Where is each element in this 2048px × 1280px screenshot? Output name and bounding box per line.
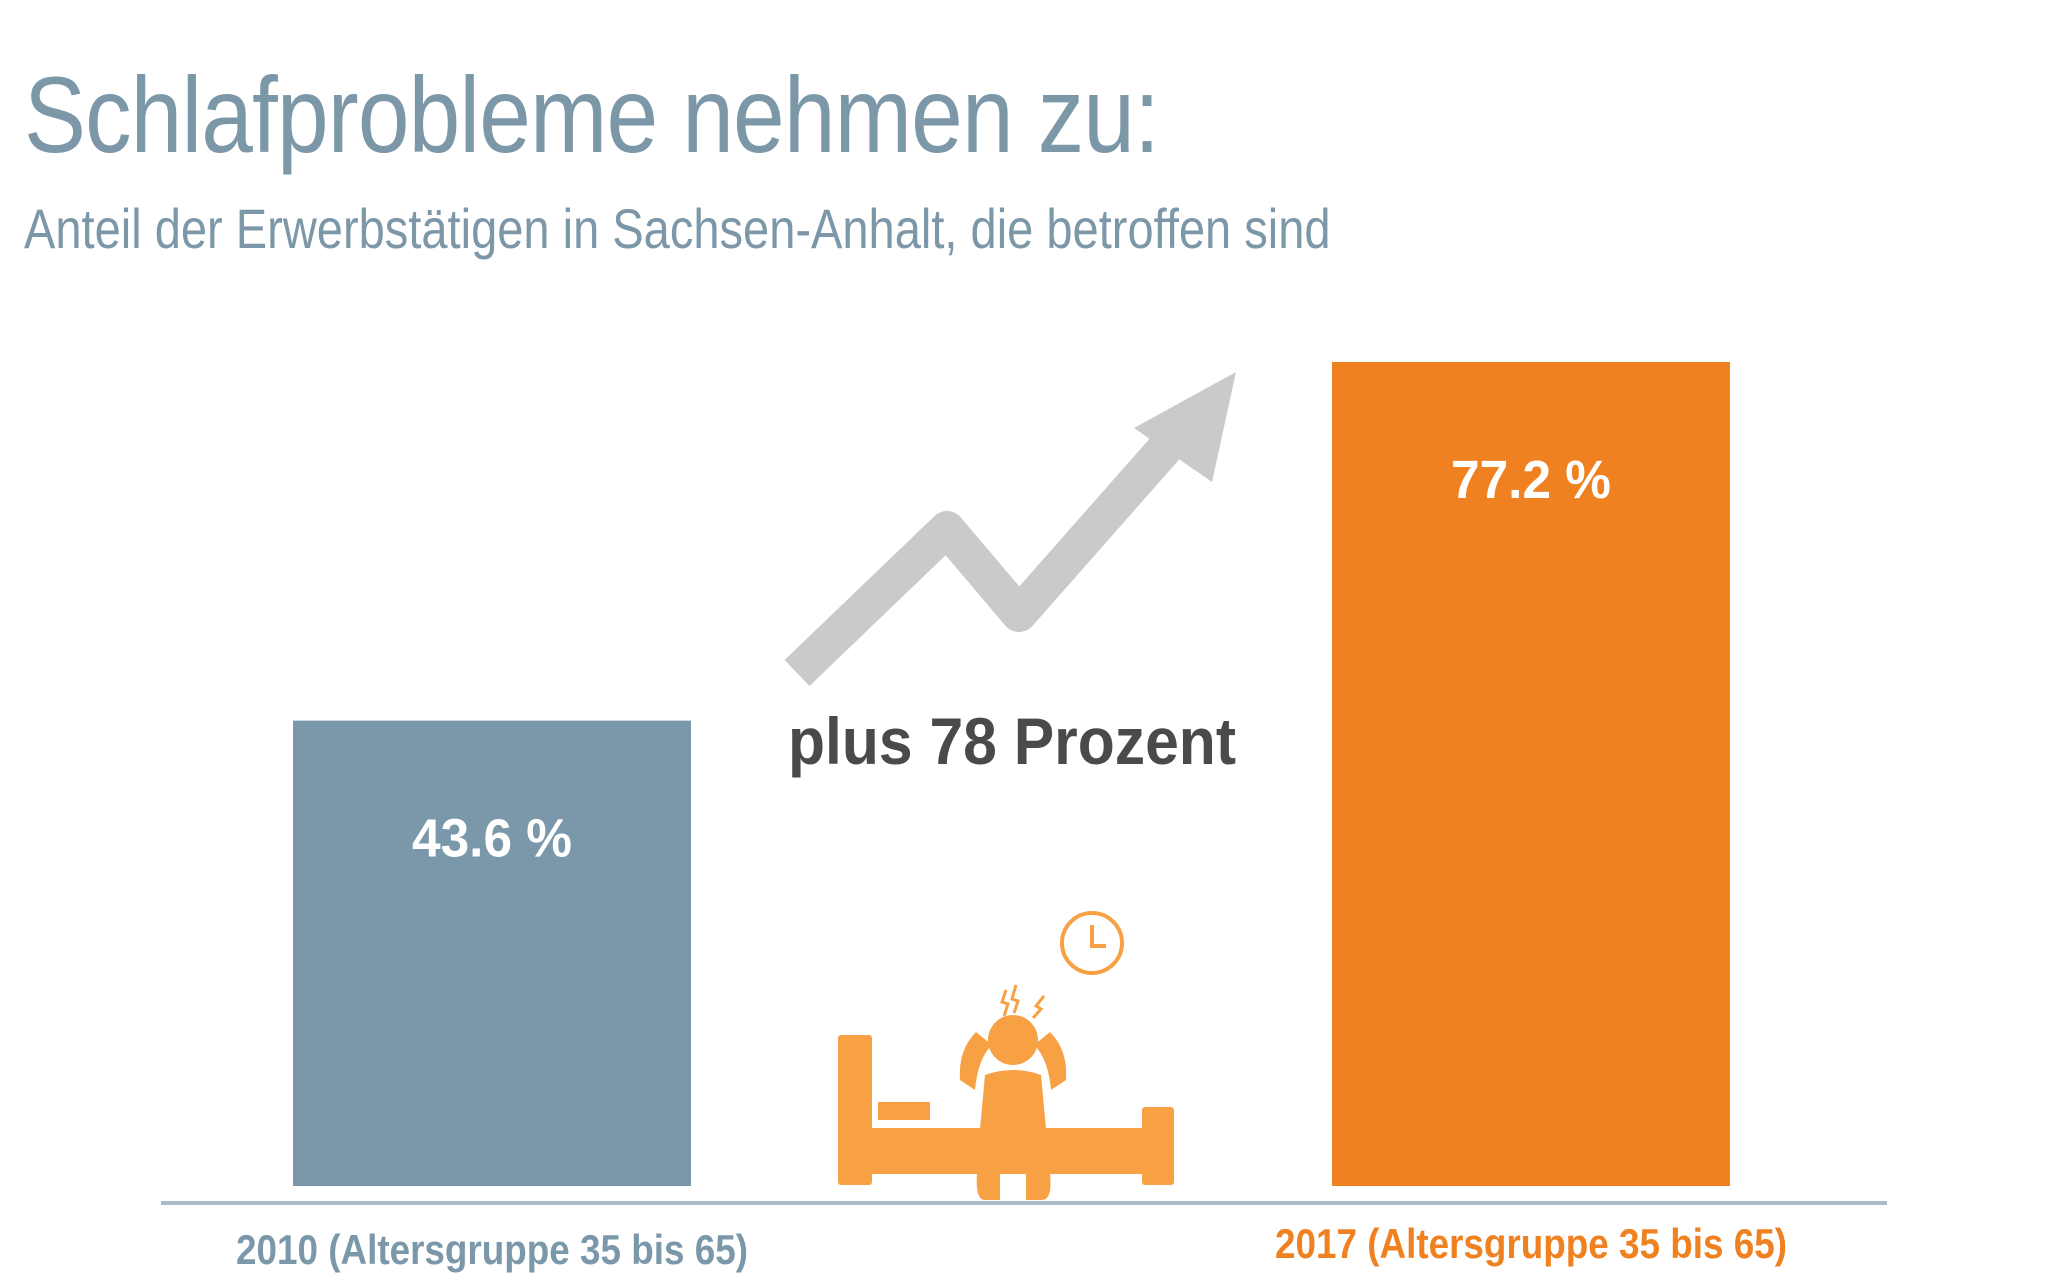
chart-subtitle: Anteil der Erwerbstätigen in Sachsen-Anh… bbox=[24, 197, 1331, 260]
chart-title: Schlafprobleme nehmen zu: bbox=[24, 54, 1160, 175]
category-label: 2017 (Altersgruppe 35 bis 65) bbox=[1275, 1220, 1787, 1267]
category-label: 2010 (Altersgruppe 35 bis 65) bbox=[236, 1226, 748, 1273]
sleepless-person-icon bbox=[838, 911, 1174, 1200]
bar-1 bbox=[1332, 362, 1730, 1186]
value-label: 43.6 % bbox=[412, 809, 572, 869]
annotation-text: plus 78 Prozent bbox=[788, 704, 1236, 778]
trend-arrow-icon bbox=[784, 372, 1236, 686]
bar-0 bbox=[293, 720, 691, 1186]
value-label: 77.2 % bbox=[1451, 450, 1611, 510]
